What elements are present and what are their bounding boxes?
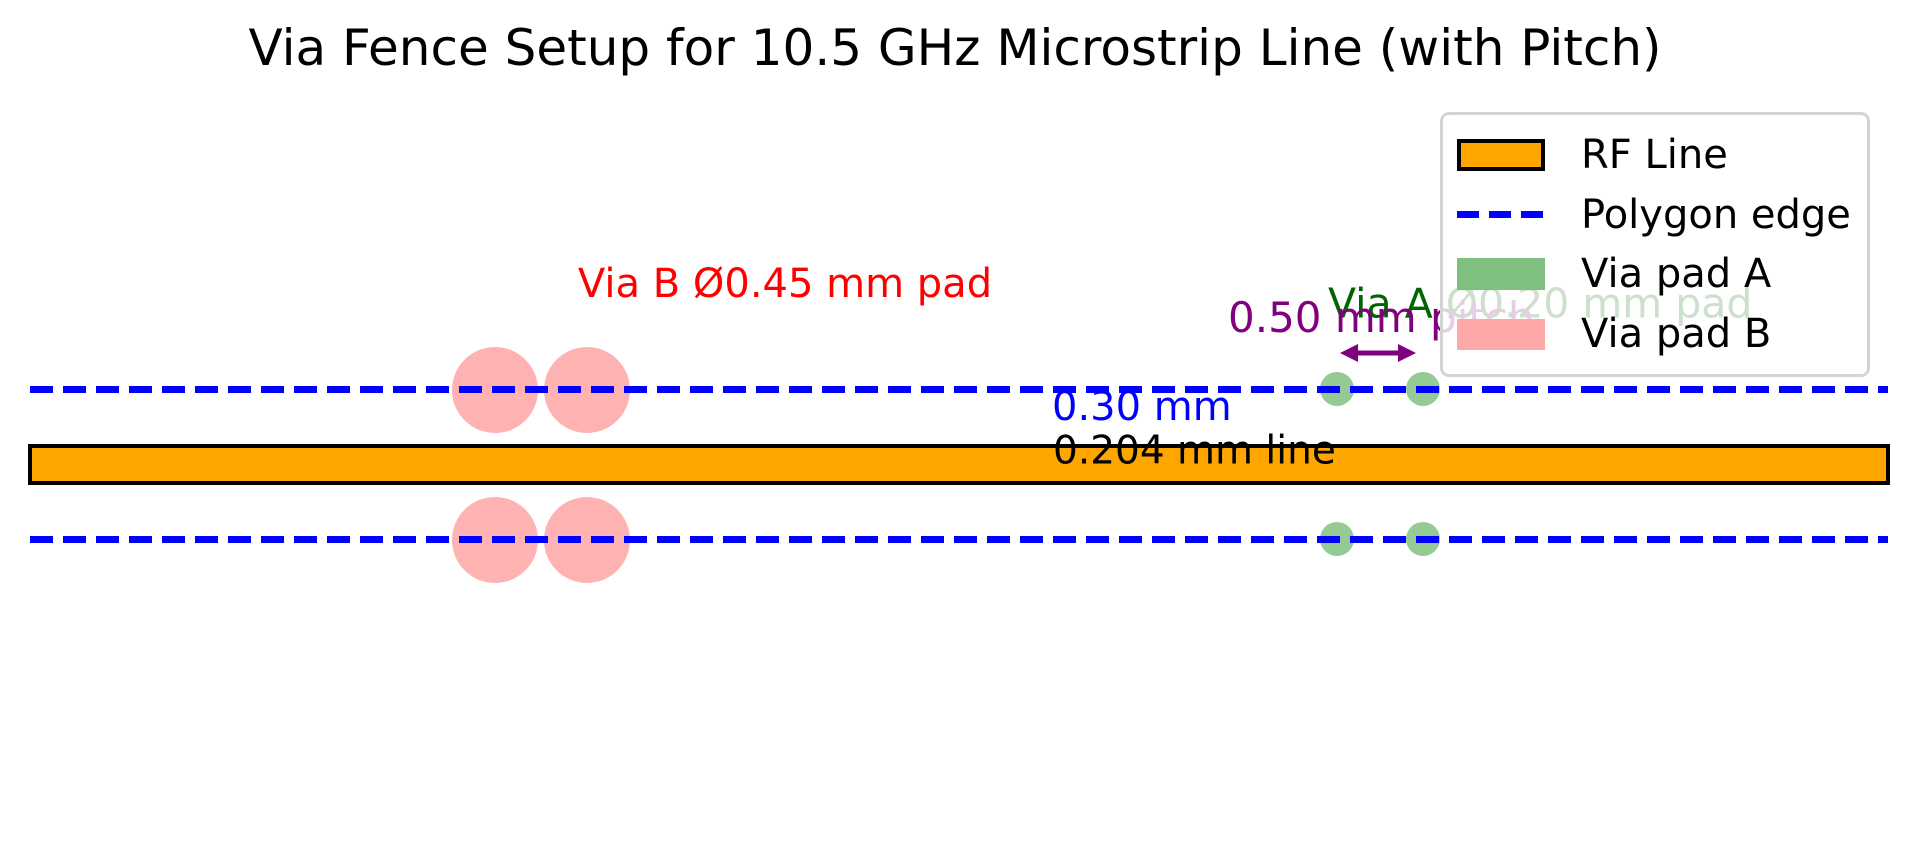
via-pad-a-swatch-icon	[1457, 258, 1545, 291]
via-b-pad-annotation: Via B Ø0.45 mm pad	[577, 261, 993, 307]
legend: RF Line Polygon edge Via pad A Via pad B	[1440, 112, 1870, 377]
chart-title: Via Fence Setup for 10.5 GHz Microstrip …	[248, 19, 1662, 77]
rf-line-bar	[28, 444, 1890, 485]
legend-label: Via pad A	[1581, 251, 1772, 298]
legend-item-via-pad-a: Via pad A	[1443, 246, 1867, 302]
rf-line-swatch-icon	[1457, 138, 1545, 171]
legend-label: Polygon edge	[1581, 191, 1851, 238]
pitch-arrow-icon	[1340, 344, 1416, 362]
legend-item-polygon-edge: Polygon edge	[1443, 187, 1867, 243]
polygon-edge-bottom-line	[30, 536, 1888, 543]
legend-item-via-pad-b: Via pad B	[1443, 306, 1867, 362]
line-width-annotation: 0.204 mm line	[1053, 428, 1336, 474]
polygon-edge-top-line	[30, 386, 1888, 393]
polygon-edge-swatch-icon	[1457, 211, 1543, 219]
legend-item-rf-line: RF Line	[1443, 127, 1867, 183]
legend-label: Via pad B	[1581, 311, 1772, 358]
edge-clearance-annotation: 0.30 mm	[1052, 384, 1232, 430]
legend-label: RF Line	[1581, 131, 1728, 178]
via-pad-b-swatch-icon	[1457, 318, 1545, 350]
